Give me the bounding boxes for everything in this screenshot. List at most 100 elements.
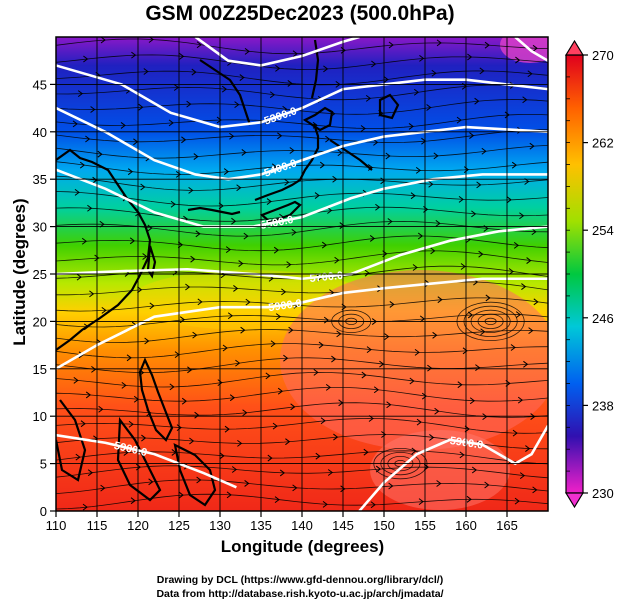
contour-label: 5900.0 — [268, 298, 303, 315]
streamline-arrow — [414, 348, 420, 356]
y-tick-label: 15 — [33, 362, 47, 377]
streamline-arrow — [192, 331, 198, 339]
streamline-arrow — [283, 354, 289, 362]
streamline-arrow — [101, 306, 107, 314]
streamline — [56, 297, 548, 312]
streamline-arrow — [272, 422, 278, 430]
streamline-arrow — [510, 344, 516, 351]
streamline-arrow — [138, 103, 144, 111]
streamline-arrow — [385, 152, 391, 160]
streamline-arrow — [504, 111, 510, 119]
streamline — [56, 145, 548, 159]
streamline-arrow — [287, 80, 293, 87]
streamline-arrow — [437, 296, 443, 304]
streamline-arrow — [319, 161, 326, 169]
streamline-arrow — [517, 396, 524, 404]
streamline-arrow — [434, 407, 440, 415]
streamline-arrow — [471, 210, 477, 218]
streamline-arrow — [237, 439, 243, 447]
streamline-arrow — [340, 485, 346, 493]
streamline-arrow — [135, 463, 142, 471]
warm-pool-shading — [280, 270, 548, 450]
streamline-arrow — [231, 217, 237, 225]
streamline-arrow — [227, 312, 234, 320]
streamline-arrow — [82, 503, 88, 511]
streamline-arrow — [314, 192, 320, 199]
coastlines — [56, 39, 400, 507]
streamline-arrow — [417, 232, 424, 240]
streamline-arrow — [121, 381, 127, 389]
x-ticks: 110 115 120 125 130 135 140 145 150 155 160 165 — [46, 511, 518, 533]
streamline-arrow — [290, 403, 296, 411]
streamline-arrow — [127, 168, 134, 176]
streamline-arrow — [458, 195, 464, 203]
colorbar: 270 262 254 246 238 230 — [564, 39, 614, 509]
streamline-arrow — [436, 39, 442, 47]
streamline-arrow — [388, 41, 394, 49]
streamline-arrow — [83, 55, 89, 63]
streamline-arrow — [386, 401, 392, 409]
streamline-arrow — [361, 371, 367, 379]
streamline-arrow — [275, 313, 282, 320]
streamline-arrow — [327, 207, 333, 214]
streamline-arrow — [179, 52, 185, 60]
streamline-arrow — [528, 327, 534, 335]
colorbar-tick-label: 230 — [592, 486, 614, 501]
streamline-arrow — [197, 298, 203, 306]
streamline-arrow — [128, 420, 134, 428]
streamline-arrow — [431, 69, 437, 77]
streamline-arrow — [226, 491, 232, 499]
streamline-arrow — [129, 237, 136, 245]
streamline-arrow — [481, 147, 487, 155]
streamline-arrow — [419, 55, 425, 62]
streamline-arrow — [421, 392, 428, 400]
streamline-arrow — [222, 344, 228, 352]
streamline-arrow — [279, 469, 286, 477]
streamline-arrow — [91, 365, 97, 373]
streamline — [56, 38, 548, 55]
streamline-arrow — [419, 315, 426, 323]
streamline-arrow — [370, 501, 376, 509]
streamline-arrow — [381, 431, 387, 438]
streamline-arrow — [519, 472, 526, 480]
streamline-arrow — [285, 438, 291, 446]
credit-data-source: Data from http://database.rish.kyoto-u.a… — [156, 588, 444, 600]
x-tick-label: 110 — [46, 518, 67, 533]
streamline-arrow — [418, 498, 424, 506]
streamline — [56, 114, 548, 129]
streamline-arrow — [195, 230, 201, 238]
streamline-arrow — [322, 500, 328, 508]
streamline-arrow — [266, 198, 272, 205]
streamline-arrow — [270, 340, 276, 348]
streamline — [56, 417, 548, 434]
streamline-arrow — [289, 147, 295, 154]
wind-streamlines — [56, 37, 548, 511]
streamline-arrow — [140, 183, 146, 191]
streamline-arrow — [277, 387, 284, 395]
streamline-arrow — [133, 138, 139, 146]
x-tick-label: 125 — [168, 518, 190, 533]
streamline-arrow — [321, 241, 328, 249]
streamline-arrow — [484, 481, 490, 489]
streamline-arrow — [532, 486, 538, 494]
streamline-arrow — [366, 346, 372, 354]
streamline-arrow — [282, 105, 288, 113]
streamline-arrow — [373, 386, 380, 394]
streamline-arrow — [412, 264, 418, 271]
streamline-arrow — [244, 480, 250, 487]
streamline-arrow — [169, 383, 175, 391]
streamline-arrow — [519, 212, 525, 220]
y-tick-label: 40 — [33, 125, 47, 140]
streamline — [56, 371, 548, 388]
streamline-arrow — [515, 311, 522, 319]
x-tick-label: 160 — [455, 518, 477, 533]
streamline-arrow — [409, 377, 415, 385]
streamline-arrow — [336, 330, 342, 338]
streamline-arrow — [292, 484, 298, 492]
streamline-arrow — [223, 168, 230, 175]
streamline-arrow — [430, 247, 436, 255]
x-tick-label: 145 — [332, 518, 354, 533]
x-axis-label: Longitude (degrees) — [220, 537, 385, 556]
streamline-arrow — [428, 180, 434, 188]
streamline-arrow — [413, 88, 420, 96]
